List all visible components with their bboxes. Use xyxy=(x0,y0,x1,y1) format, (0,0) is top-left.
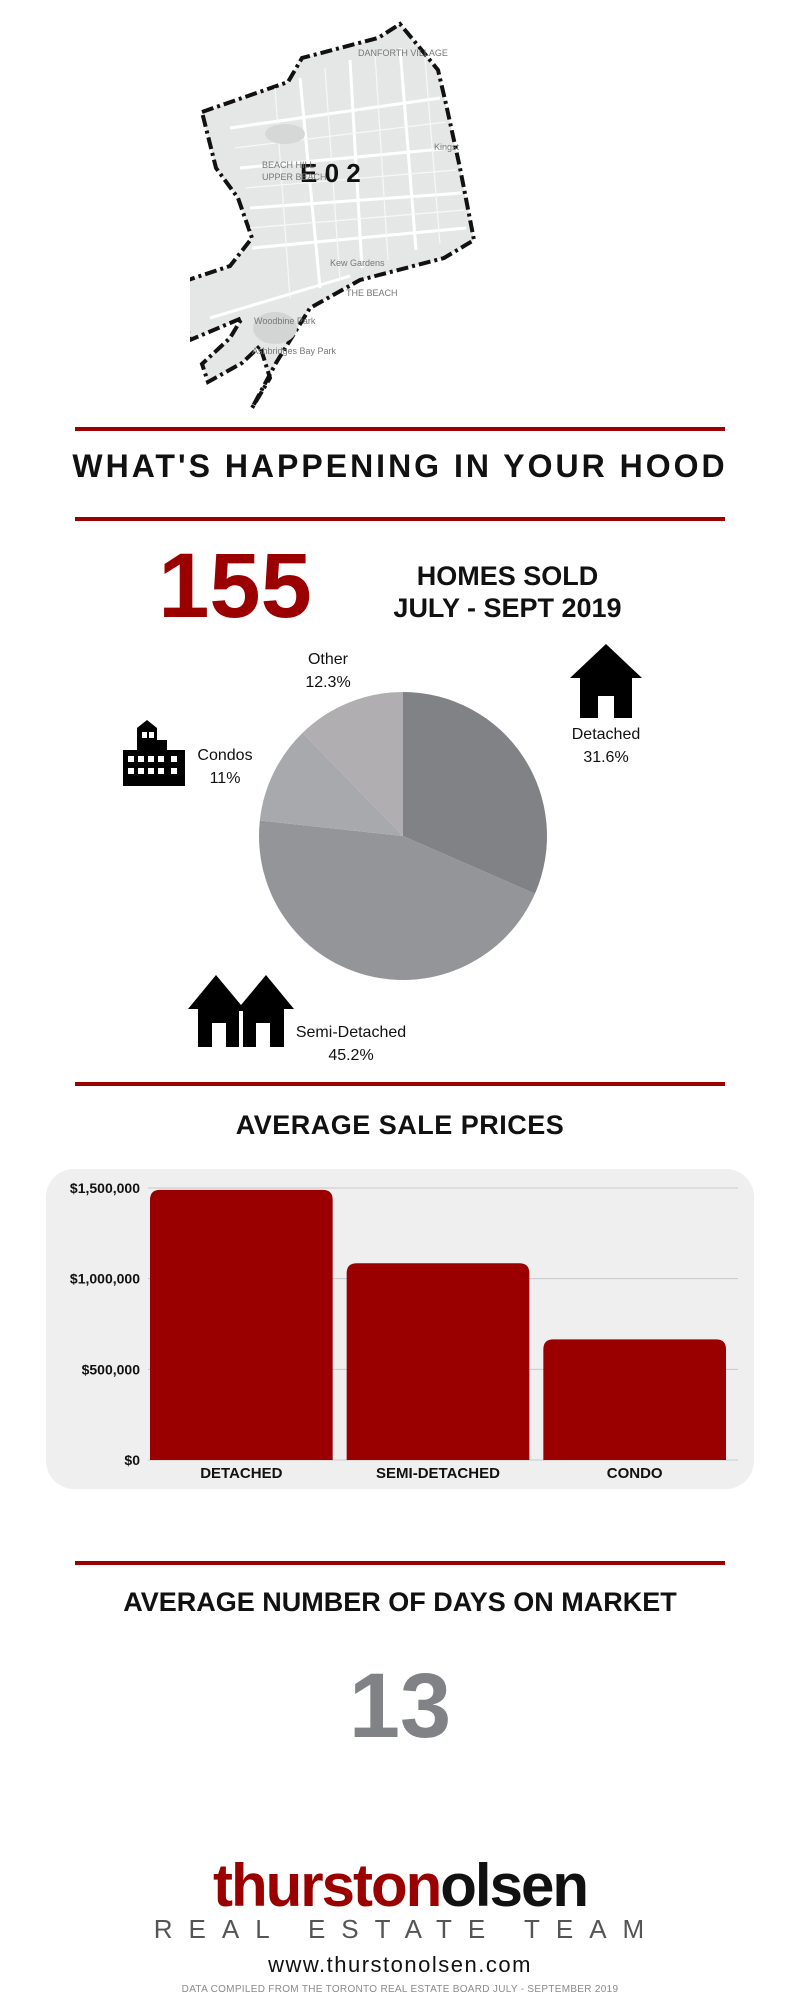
map-streets xyxy=(234,53,465,299)
y-tick-label: $0 xyxy=(124,1452,140,1468)
semi-detached-icon xyxy=(188,975,294,1047)
website-link[interactable]: www.thurstonolsen.com xyxy=(268,1952,532,1977)
bar-detached xyxy=(150,1189,333,1460)
divider xyxy=(75,517,725,521)
days-on-market-title: AVERAGE NUMBER OF DAYS ON MARKET xyxy=(123,1587,677,1617)
pie-slice-semi-detached xyxy=(259,820,535,980)
pie-slice-detached xyxy=(403,692,547,894)
pie-label-name: Other xyxy=(307,651,348,668)
map-svg: E 0 2 DANFORTH VILLAGE BEACH HILL UPPER … xyxy=(179,21,477,410)
pie-label-semi-detached: Semi-Detached 45.2% xyxy=(286,1021,416,1067)
brand-logo: thurstonolsen xyxy=(0,1856,800,1916)
bar-semi-detached xyxy=(346,1263,530,1460)
y-tick-label: $1,000,000 xyxy=(70,1271,140,1287)
pie-label-condos: Condos 11% xyxy=(185,744,265,790)
divider xyxy=(75,1082,725,1086)
divider xyxy=(75,427,725,431)
brand-logo-part2: olsen xyxy=(440,1852,589,1919)
pie-label-name: Detached xyxy=(571,726,641,743)
map-place-label: Ashbridges Bay Park xyxy=(252,346,337,356)
y-tick-label: $1,500,000 xyxy=(70,1180,140,1196)
pie-label-other: Other 12.3% xyxy=(288,648,368,694)
pie-slice-condos xyxy=(259,732,403,836)
map-place-label: THE BEACH xyxy=(346,288,398,298)
condo-building-icon xyxy=(123,720,185,786)
pie-slice-other xyxy=(302,692,403,836)
x-tick-label: SEMI-DETACHED xyxy=(376,1465,500,1482)
map-place-label: Kingst xyxy=(434,142,460,152)
pie-label-name: Condos xyxy=(197,747,253,764)
map-roads xyxy=(209,47,467,320)
brand-tagline: REAL ESTATE TEAM xyxy=(153,1914,661,1944)
days-on-market-value: 13 xyxy=(348,1655,452,1757)
map-place-label: DANFORTH VILLAGE xyxy=(358,48,448,58)
section-title-hood: WHAT'S HAPPENING IN YOUR HOOD xyxy=(72,448,728,484)
house-icon xyxy=(570,644,642,718)
map-place-label: BEACH HILL xyxy=(262,160,315,170)
homes-sold-label: HOMES SOLD xyxy=(416,561,599,591)
map-place-label: UPPER BEACH xyxy=(262,172,327,182)
map-park xyxy=(253,312,297,344)
chart-title-average-sale-prices: AVERAGE SALE PRICES xyxy=(235,1110,565,1140)
pie-label-percent: 31.6% xyxy=(583,749,629,766)
map-boundary xyxy=(179,21,477,410)
pie-label-percent: 12.3% xyxy=(305,674,351,691)
pie-label-detached: Detached 31.6% xyxy=(556,723,656,769)
pie-label-percent: 11% xyxy=(209,770,241,787)
neighbourhood-map: E 0 2 DANFORTH VILLAGE BEACH HILL UPPER … xyxy=(179,18,610,410)
map-park xyxy=(265,124,305,144)
map-place-label: Kew Gardens xyxy=(330,258,385,268)
property-type-pie-chart xyxy=(259,692,547,980)
data-source-note: DATA COMPILED FROM THE TORONTO REAL ESTA… xyxy=(181,1984,619,1995)
x-tick-label: DETACHED xyxy=(200,1465,282,1482)
x-tick-label: CONDO xyxy=(607,1465,663,1482)
pie-label-name: Semi-Detached xyxy=(295,1024,407,1041)
map-area-label: E 0 2 xyxy=(300,158,361,188)
homes-sold-count: 155 xyxy=(158,535,312,637)
y-tick-label: $500,000 xyxy=(82,1361,141,1377)
average-sale-prices-bar-chart: $0 $500,000 $1,000,000 $1,500,000 DETACHED SE… xyxy=(70,1180,738,1482)
brand-logo-part1: thurston xyxy=(213,1852,442,1919)
pie-label-percent: 45.2% xyxy=(328,1047,374,1064)
divider xyxy=(75,1561,725,1565)
bar-condo xyxy=(543,1339,726,1460)
homes-sold-period: JULY - SEPT 2019 xyxy=(393,593,622,623)
map-place-label: Woodbine Park xyxy=(254,316,316,326)
